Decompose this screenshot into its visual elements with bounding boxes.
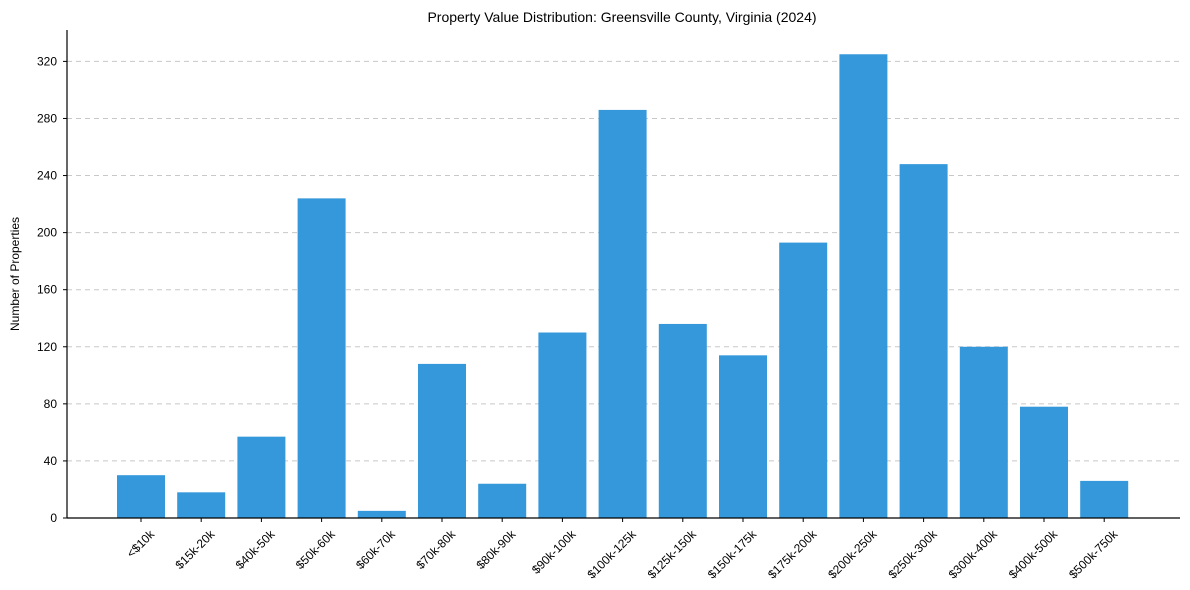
x-tick-label: $125k-150k (645, 527, 700, 582)
bar-11 (719, 355, 767, 518)
x-tick-label: $150k-175k (705, 527, 760, 582)
bar-15 (959, 346, 1008, 518)
x-tick-label: $175k-200k (765, 527, 820, 582)
y-tick-label: 120 (37, 340, 57, 354)
x-tick-label: $15k-20k (173, 527, 219, 573)
x-tick-label: $40k-50k (233, 527, 279, 573)
bar-17 (1080, 480, 1129, 518)
bar-5 (357, 510, 406, 518)
y-tick-label: 160 (37, 283, 57, 297)
x-tick-label: $400k-500k (1006, 527, 1061, 582)
bars (117, 54, 1129, 518)
y-tick-label: 280 (37, 111, 57, 125)
bar-6 (418, 363, 466, 518)
axes (66, 30, 1180, 519)
bar-8 (538, 332, 587, 518)
x-tick-label: $100k-125k (584, 527, 639, 582)
y-tick-label: 0 (50, 511, 57, 525)
bar-2 (177, 492, 226, 518)
x-tick-label: $90k-100k (529, 527, 579, 577)
y-tick-label: 80 (44, 397, 58, 411)
x-tick-label: $500k-750k (1066, 527, 1121, 582)
bar-3 (237, 436, 286, 518)
x-tick-label: $300k-400k (946, 527, 1001, 582)
bar-16 (1020, 406, 1068, 518)
bar-1 (117, 475, 165, 518)
bar-7 (478, 483, 527, 518)
x-tick-label: $250k-300k (885, 527, 940, 582)
bar-4 (297, 198, 346, 518)
y-tick-label: 200 (37, 226, 57, 240)
x-tick-label: $200k-250k (825, 527, 880, 582)
x-tick-label: $70k-80k (413, 527, 459, 573)
y-ticks: 0 40 80 120 160 200 240 280 320 (37, 54, 67, 525)
bar-9 (598, 109, 647, 518)
y-tick-label: 320 (37, 54, 57, 68)
bar-12 (779, 242, 828, 518)
x-ticks: <$10k $15k-20k $40k-50k $50k-60k $60k-70k $70… (124, 518, 1121, 581)
y-axis-label: Number of Properties (8, 217, 22, 331)
x-tick-label: $80k-90k (474, 527, 520, 573)
x-tick-label: <$10k (124, 527, 158, 561)
x-tick-label: $50k-60k (293, 527, 339, 573)
bar-13 (839, 54, 888, 518)
bar-10 (658, 323, 707, 518)
y-tick-label: 40 (44, 454, 58, 468)
chart-title: Property Value Distribution: Greensville… (427, 9, 816, 25)
y-tick-label: 240 (37, 169, 57, 183)
bar-14 (899, 164, 948, 518)
x-tick-label: $60k-70k (353, 527, 399, 573)
